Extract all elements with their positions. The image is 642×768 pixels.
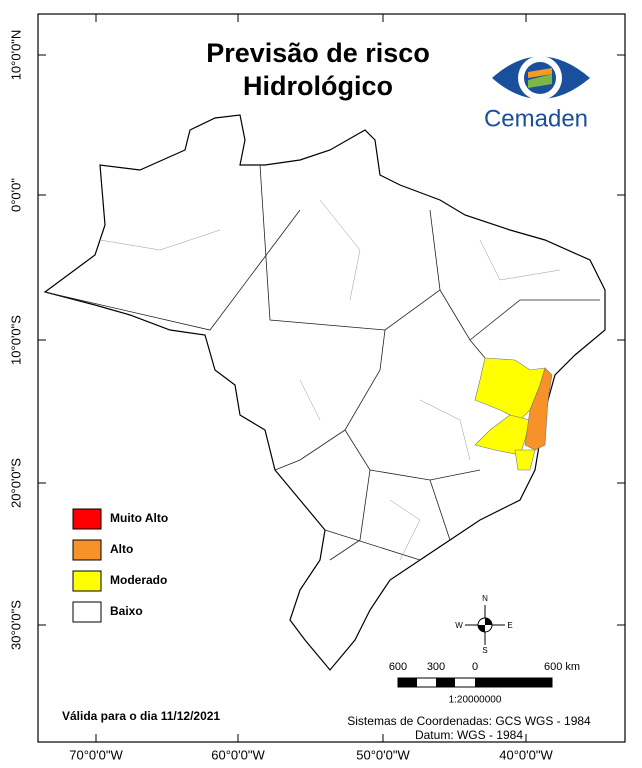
frame bbox=[37, 13, 626, 743]
legend-label: Baixo bbox=[110, 604, 143, 618]
legend-swatch bbox=[72, 601, 102, 623]
lat-label: 20°0'0"S bbox=[8, 458, 23, 508]
title-line: Previsão de risco bbox=[206, 38, 430, 68]
compass-n: N bbox=[482, 594, 488, 603]
logo-text: Cemaden bbox=[484, 105, 588, 132]
scale-label: 600 km bbox=[544, 661, 580, 673]
lat-label: 30°0'0"S bbox=[8, 600, 23, 650]
compass-e: E bbox=[507, 621, 512, 630]
coord-system: Sistemas de Coordenadas: GCS WGS - 1984 bbox=[347, 714, 591, 728]
valid-date: Válida para o dia 11/12/2021 bbox=[62, 709, 220, 723]
legend-label: Muito Alto bbox=[110, 511, 168, 525]
legend-label: Moderado bbox=[110, 573, 167, 587]
compass-w: W bbox=[455, 621, 463, 630]
compass: N S E W bbox=[455, 594, 512, 655]
datum: Datum: WGS - 1984 bbox=[415, 728, 523, 742]
scale-bar: 600 300 0 600 km 1:20000000 bbox=[389, 661, 580, 706]
logo: Cemaden bbox=[484, 56, 590, 132]
title-line: Hidrológico bbox=[243, 71, 393, 101]
lat-label: 0°0'0" bbox=[8, 178, 23, 212]
lon-label: 60°0'0"W bbox=[211, 747, 265, 762]
scale-label: 0 bbox=[472, 661, 478, 673]
legend-label: Alto bbox=[110, 542, 133, 556]
lat-label: 10°0'0"N bbox=[8, 30, 23, 81]
moderado-area bbox=[514, 449, 536, 471]
state-borders bbox=[44, 164, 600, 561]
lon-label: 70°0'0"W bbox=[69, 747, 123, 762]
compass-s: S bbox=[482, 646, 487, 655]
alto-area bbox=[524, 367, 553, 451]
legend-swatch bbox=[72, 539, 102, 561]
risk-areas bbox=[474, 357, 553, 471]
frame-ticks bbox=[38, 14, 625, 742]
legend-swatch bbox=[72, 570, 102, 592]
municipal-borders bbox=[99, 199, 561, 561]
lon-label: 50°0'0"W bbox=[356, 747, 410, 762]
legend: Muito Alto Alto Moderado Baixo bbox=[72, 508, 168, 623]
scale-ratio: 1:20000000 bbox=[449, 695, 502, 706]
scale-label: 300 bbox=[427, 661, 445, 673]
lat-label: 10°0'0"S bbox=[8, 315, 23, 365]
legend-swatch bbox=[72, 508, 102, 530]
brazil-outline bbox=[43, 114, 606, 671]
scale-label: 600 bbox=[389, 661, 407, 673]
lon-label: 40°0'0"W bbox=[499, 747, 553, 762]
